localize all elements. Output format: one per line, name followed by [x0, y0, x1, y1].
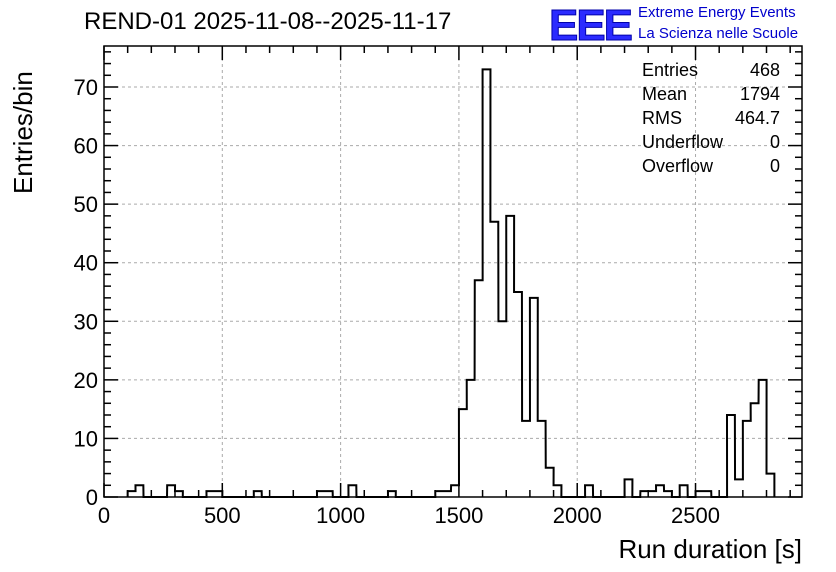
y-tick-label: 10 [74, 426, 98, 451]
axis-ticks [103, 46, 802, 498]
y-tick-label: 40 [74, 251, 98, 276]
stat-value: 0 [769, 132, 780, 152]
histogram-bin [451, 485, 459, 497]
histogram-bin [522, 421, 530, 497]
histogram-bin [759, 380, 767, 497]
histogram-bin [435, 491, 443, 497]
x-axis-label: Run duration [s] [618, 534, 802, 564]
histogram-bin [640, 491, 648, 497]
histogram-bin [656, 485, 664, 497]
histogram-bin [128, 491, 136, 497]
stat-underflow: Underflow 0 [642, 130, 780, 154]
y-tick-label: 30 [74, 309, 98, 334]
plot-frame [103, 45, 803, 498]
histogram-bin [703, 491, 711, 497]
histogram-bin [206, 491, 214, 497]
histogram-bin [648, 491, 656, 497]
histogram-bin [498, 321, 506, 497]
histogram-bin [664, 491, 672, 497]
histogram-bin [325, 491, 333, 497]
histogram-bin [443, 491, 451, 497]
histogram-bin [514, 292, 522, 497]
histogram-bin [167, 485, 175, 497]
histogram-bin [680, 485, 688, 497]
histogram-bin [483, 69, 491, 497]
stat-label: Overflow [642, 156, 714, 176]
x-tick-label: 500 [204, 503, 241, 528]
histogram-bin [254, 491, 262, 497]
x-tick-label: 1500 [434, 503, 483, 528]
histogram-bin [459, 409, 467, 497]
stat-rms: RMS 464.7 [642, 106, 780, 130]
histogram-bin [751, 403, 759, 497]
y-axis-label: Entries/bin [8, 70, 38, 194]
stat-overflow: Overflow 0 [642, 154, 780, 178]
logo-line-2: La Scienza nelle Scuole [638, 25, 799, 42]
stat-label: RMS [642, 108, 682, 128]
histogram-bin [348, 485, 356, 497]
svg-text:EEE: EEE [549, 1, 632, 44]
y-tick-label: 60 [74, 134, 98, 159]
histogram-bin [506, 216, 514, 497]
histogram-bin [735, 479, 743, 497]
stat-label: Mean [642, 84, 688, 104]
stat-label: Underflow [642, 132, 724, 152]
tick-labels: 0 500 1000 1500 2000 2500 0 10 20 30 40 50 60 70 [74, 75, 720, 528]
chart-title: REND-01 2025-11-08--2025-11-17 [84, 8, 452, 35]
eee-logo-icon: EEE [548, 1, 634, 45]
x-tick-label: 0 [98, 503, 110, 528]
histogram-bin [538, 421, 546, 497]
histogram-bin [530, 298, 538, 497]
histogram-bin [554, 485, 562, 497]
x-tick-label: 2500 [671, 503, 720, 528]
histogram-bin [625, 479, 633, 497]
grid-lines [104, 46, 802, 497]
stat-value: 1794 [739, 84, 780, 104]
x-tick-label: 2000 [553, 503, 602, 528]
stat-mean: Mean 1794 [642, 82, 780, 106]
histogram-bin [546, 468, 554, 497]
histogram-bin [727, 415, 735, 497]
histogram-bin [388, 491, 396, 497]
y-tick-label: 0 [86, 485, 98, 510]
stat-label: Entries [642, 60, 699, 80]
histogram-bin [214, 491, 222, 497]
histogram-bin [585, 485, 593, 497]
y-tick-label: 50 [74, 192, 98, 217]
histogram-bin [317, 491, 325, 497]
stats-box: Entries 468 Mean 1794 RMS 464.7 Underflo… [642, 58, 780, 178]
histogram-bin [475, 280, 483, 497]
histogram-bin [743, 421, 751, 497]
histogram-bin [490, 222, 498, 497]
logo-line-1: Extreme Energy Events [638, 4, 796, 21]
histogram-bin [135, 485, 143, 497]
histogram-bin [175, 491, 183, 497]
stat-value: 0 [769, 156, 780, 176]
stat-value: 468 [749, 60, 780, 80]
y-tick-label: 70 [74, 75, 98, 100]
histogram-bin [467, 380, 475, 497]
histogram-bin [696, 491, 704, 497]
histogram-bin [767, 474, 775, 497]
x-tick-label: 1000 [316, 503, 365, 528]
stat-entries: Entries 468 [642, 58, 780, 82]
stat-value: 464.7 [734, 108, 780, 128]
y-tick-label: 20 [74, 368, 98, 393]
